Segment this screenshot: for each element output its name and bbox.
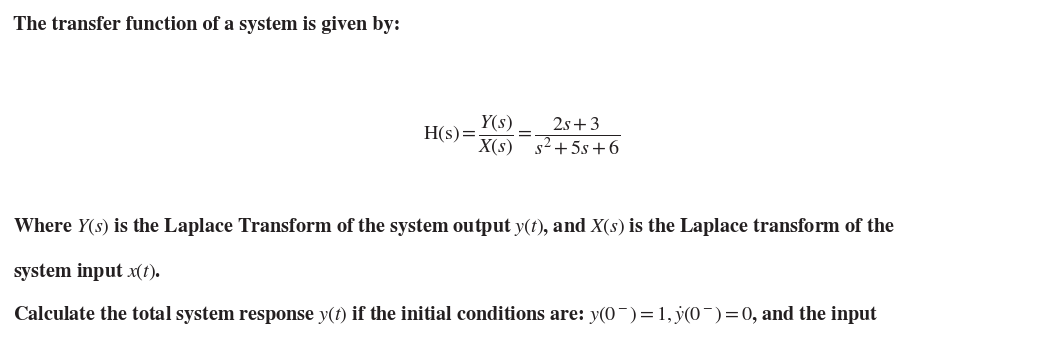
Text: Calculate the total system response $y(t)$ if the initial conditions are: $y(0^-: Calculate the total system response $y(t… [13, 304, 878, 326]
Text: signal $x(t) = u(t)$. [$u(t)$ is the unit-step signal.]: signal $x(t) = u(t)$. [$u(t)$ is the uni… [13, 349, 389, 351]
Text: The transfer function of a system is given by:: The transfer function of a system is giv… [13, 16, 400, 34]
Text: system input $x(t)$.: system input $x(t)$. [13, 261, 161, 284]
Text: $\mathrm{H(s) =} \dfrac{Y(s)}{X(s)} = \dfrac{2s + 3}{s^2 + 5s + 6}$: $\mathrm{H(s) =} \dfrac{Y(s)}{X(s)} = \d… [424, 112, 620, 158]
Text: Where $Y(s)$ is the Laplace Transform of the system output $y(t)$, and $X(s)$ is: Where $Y(s)$ is the Laplace Transform of… [13, 216, 895, 238]
